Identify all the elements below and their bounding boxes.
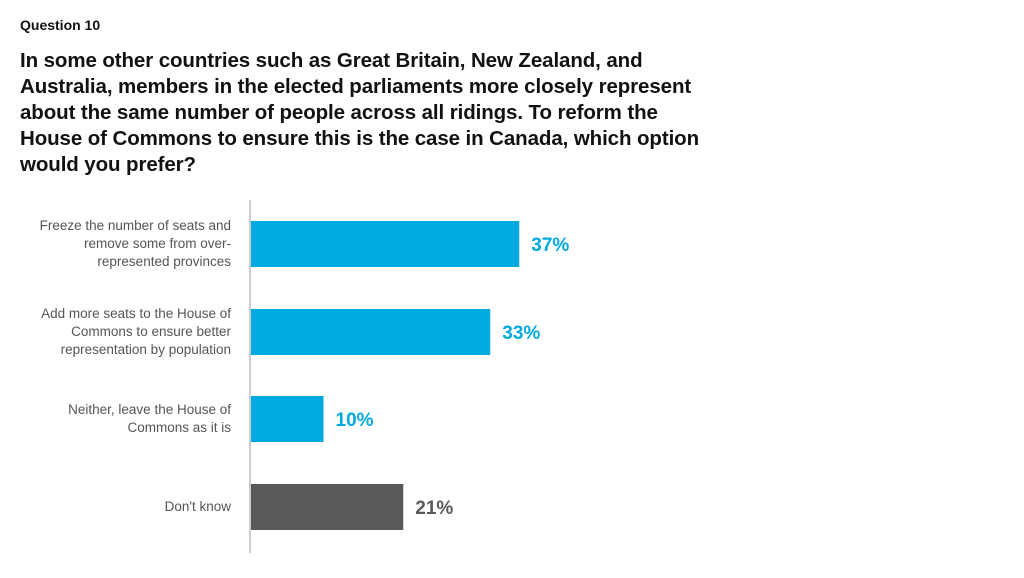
question-number: Question 10: [20, 17, 101, 33]
data-label: 21%: [415, 498, 453, 519]
category-label: Neither, leave the House of Commons as i…: [68, 402, 231, 435]
question-text: In some other countries such as Great Br…: [20, 49, 700, 176]
category-label: Don't know: [164, 499, 231, 514]
bar: [251, 309, 491, 355]
category-label: Add more seats to the House of Commons t…: [41, 306, 231, 357]
category-label: Freeze the number of seats and remove so…: [39, 218, 231, 269]
data-label: 37%: [531, 235, 569, 256]
data-label: 33%: [502, 323, 540, 344]
bar: [251, 484, 404, 530]
bar: [251, 221, 520, 267]
data-label: 10%: [336, 410, 374, 431]
bar: [251, 396, 324, 442]
